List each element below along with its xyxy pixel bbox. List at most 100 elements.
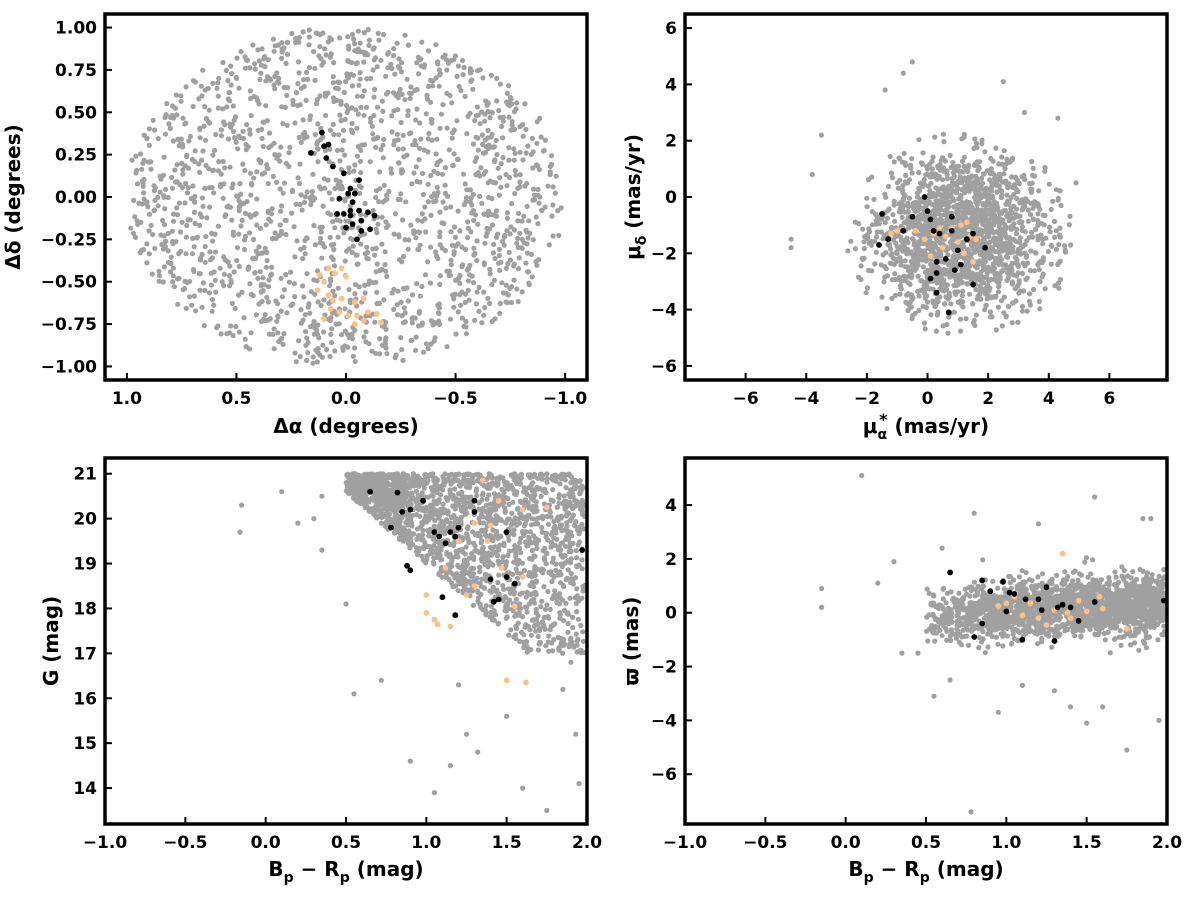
field-star [466,480,473,486]
field-star [343,102,349,109]
field-star [959,270,965,276]
field-star [275,330,281,336]
field-star [497,81,503,87]
field-star [1037,279,1043,285]
field-star [567,641,573,647]
field-star [511,146,517,152]
y-axis-label-pm: μδ (mas/yr) [621,134,650,260]
field-star [1030,165,1036,171]
field-star [400,253,407,260]
field-star [973,193,979,199]
field-star [426,130,432,137]
field-star [916,307,922,313]
field-star [923,258,929,264]
field-star [352,358,358,365]
field-star [935,264,941,271]
field-star [1048,261,1054,267]
field-star [331,60,337,66]
field-star [207,249,213,255]
member-star [927,275,934,282]
field-star [434,162,440,168]
field-star [414,281,420,287]
field-star [956,206,962,212]
field-star [891,202,897,208]
field-star [413,117,419,123]
field-star [556,500,562,506]
member-star [958,261,964,268]
member-star [321,316,327,322]
field-star [506,501,512,507]
field-star [483,603,489,609]
field-star [248,330,254,336]
field-star [533,214,539,220]
field-star [956,196,962,202]
field-star [1017,219,1024,225]
field-star [293,39,299,46]
field-star [205,85,211,91]
field-star [966,269,972,275]
field-star [485,180,491,186]
field-star [194,235,200,241]
field-star [283,231,289,238]
field-star [438,556,444,562]
field-star [882,264,888,270]
field-star [936,238,942,244]
field-star [1042,212,1048,218]
field-star [900,70,906,76]
field-star [442,165,449,171]
field-star [346,335,352,341]
field-star [131,197,137,203]
field-star [240,161,246,167]
field-star [1013,231,1020,237]
field-star [429,120,435,126]
field-star [480,520,487,526]
field-star [957,316,964,322]
field-star [446,576,452,583]
field-star [955,273,961,279]
field-star [418,56,424,62]
field-star [456,83,462,90]
field-star [451,486,458,492]
field-star [462,181,468,187]
field-star [357,233,363,239]
field-star [322,46,328,52]
field-star [200,148,206,154]
field-star [365,27,371,33]
field-star [303,97,309,103]
field-star [872,238,878,244]
field-star [895,185,902,191]
field-star [534,545,540,552]
field-star [345,58,351,65]
member-star [933,289,940,296]
field-star [272,230,278,236]
field-star [419,39,425,45]
field-star [1015,319,1021,325]
field-star [234,55,240,61]
field-star [220,59,226,66]
field-star [238,191,244,197]
field-star [374,64,380,70]
field-star [554,504,560,510]
field-star [489,110,495,116]
field-star [336,132,342,138]
field-star [297,201,303,208]
field-star [345,344,351,350]
field-star [528,251,535,257]
field-star [182,278,188,284]
member-star [945,309,952,316]
field-star [493,180,499,186]
field-star [573,631,579,637]
member-star [951,267,958,274]
field-star [248,180,255,187]
field-star [574,586,580,592]
field-star [990,237,996,243]
member-star [970,230,976,237]
field-star [467,199,473,205]
field-star [396,56,402,62]
field-star [539,524,545,531]
field-star [878,229,885,235]
field-star [921,248,928,254]
member-star [347,207,354,214]
field-star [339,183,345,189]
field-star [930,154,936,160]
